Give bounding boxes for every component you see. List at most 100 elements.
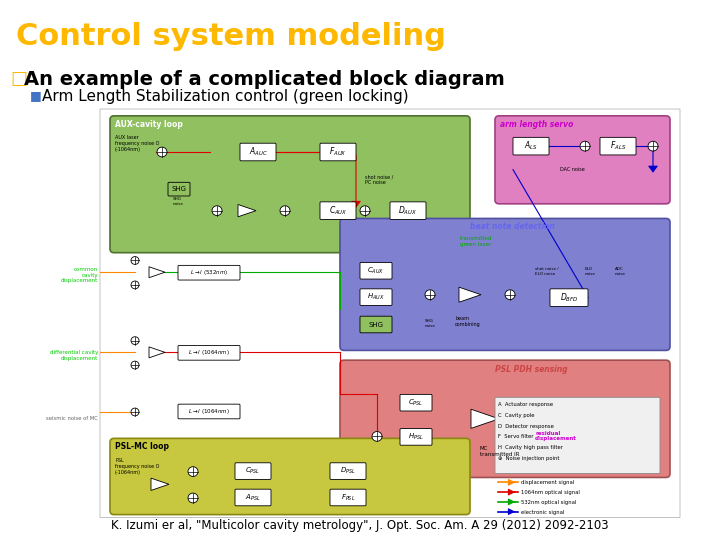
- Text: SHG: SHG: [171, 186, 186, 192]
- FancyBboxPatch shape: [390, 202, 426, 219]
- Text: $A_{LS}$: $A_{LS}$: [524, 140, 538, 152]
- FancyBboxPatch shape: [495, 116, 670, 204]
- Text: An example of a complicated block diagram: An example of a complicated block diagra…: [24, 70, 505, 89]
- Text: PSL PDH sensing: PSL PDH sensing: [495, 365, 567, 374]
- Circle shape: [131, 408, 139, 416]
- Circle shape: [212, 206, 222, 215]
- FancyBboxPatch shape: [178, 404, 240, 419]
- Circle shape: [425, 290, 435, 300]
- Text: SHG: SHG: [369, 321, 384, 327]
- FancyBboxPatch shape: [235, 489, 271, 506]
- Text: $H_{PSL}$: $H_{PSL}$: [408, 432, 424, 442]
- Text: shot noise /
PC noise: shot noise / PC noise: [365, 174, 393, 185]
- Circle shape: [580, 141, 590, 151]
- FancyBboxPatch shape: [340, 219, 670, 350]
- Text: $C_{PSL}$: $C_{PSL}$: [408, 397, 423, 408]
- FancyBboxPatch shape: [495, 397, 660, 474]
- Circle shape: [188, 467, 198, 476]
- Text: residual
displacement: residual displacement: [535, 430, 577, 441]
- Polygon shape: [149, 347, 165, 358]
- Text: MC
transmitted IR: MC transmitted IR: [480, 446, 520, 457]
- Text: differential cavity
displacement: differential cavity displacement: [50, 350, 98, 361]
- Text: common
cavity
displacement: common cavity displacement: [60, 267, 98, 284]
- Text: SHG
noise: SHG noise: [173, 197, 184, 206]
- Text: $C_{AUX}$: $C_{AUX}$: [367, 266, 384, 276]
- FancyBboxPatch shape: [600, 137, 636, 155]
- FancyBboxPatch shape: [340, 360, 670, 477]
- Polygon shape: [471, 409, 499, 428]
- FancyBboxPatch shape: [240, 143, 276, 161]
- Text: ADC
noise: ADC noise: [615, 267, 626, 276]
- Text: $D_{AUX}$: $D_{AUX}$: [398, 205, 418, 217]
- Circle shape: [280, 206, 290, 215]
- FancyBboxPatch shape: [535, 407, 615, 427]
- Text: $D_{BFD}$: $D_{BFD}$: [559, 292, 578, 304]
- FancyBboxPatch shape: [235, 463, 271, 480]
- Text: $H_{AUX}$: $H_{AUX}$: [367, 292, 384, 302]
- FancyBboxPatch shape: [360, 289, 392, 306]
- Text: F  Servo filter: F Servo filter: [498, 435, 534, 440]
- Text: □: □: [10, 70, 27, 88]
- Text: PSL
frequency noise O
(-1064nm): PSL frequency noise O (-1064nm): [115, 458, 159, 475]
- FancyBboxPatch shape: [100, 109, 680, 517]
- Text: $C_{PSL}$: $C_{PSL}$: [246, 466, 261, 476]
- Polygon shape: [151, 478, 169, 490]
- Text: $C_{AUX}$: $C_{AUX}$: [328, 205, 347, 217]
- Circle shape: [131, 337, 139, 345]
- Text: AUX-cavity loop: AUX-cavity loop: [115, 120, 183, 129]
- Text: electronic signal: electronic signal: [521, 510, 564, 515]
- Text: displacement signal: displacement signal: [521, 480, 575, 485]
- FancyBboxPatch shape: [320, 202, 356, 219]
- Text: beat note detection: beat note detection: [470, 222, 554, 231]
- Text: DAC noise: DAC noise: [560, 167, 585, 172]
- Circle shape: [360, 206, 370, 215]
- Text: $A_{AUC}$: $A_{AUC}$: [248, 146, 267, 158]
- Text: transmitted
green laser: transmitted green laser: [460, 236, 492, 247]
- Text: arm length servo: arm length servo: [500, 120, 573, 129]
- Text: $L\rightarrow l\ (1064nm)$: $L\rightarrow l\ (1064nm)$: [188, 348, 230, 357]
- Polygon shape: [459, 287, 481, 302]
- Text: SHG
noise: SHG noise: [425, 319, 436, 328]
- Text: ■: ■: [30, 90, 42, 103]
- FancyBboxPatch shape: [360, 316, 392, 333]
- FancyBboxPatch shape: [400, 429, 432, 445]
- Text: A  Actuator response: A Actuator response: [498, 402, 553, 407]
- Text: $F_{PSL}$: $F_{PSL}$: [341, 492, 355, 503]
- FancyBboxPatch shape: [178, 346, 240, 360]
- FancyBboxPatch shape: [550, 289, 588, 306]
- Text: $D_{PSL}$: $D_{PSL}$: [340, 466, 356, 476]
- Text: Control system modeling: Control system modeling: [16, 22, 446, 51]
- FancyBboxPatch shape: [513, 137, 549, 155]
- FancyBboxPatch shape: [110, 438, 470, 515]
- FancyBboxPatch shape: [330, 489, 366, 506]
- Text: ⊕  Noise injection point: ⊕ Noise injection point: [498, 456, 559, 461]
- Text: ELO
noise: ELO noise: [585, 267, 596, 276]
- Circle shape: [648, 141, 658, 151]
- Circle shape: [131, 256, 139, 265]
- FancyBboxPatch shape: [400, 394, 432, 411]
- Text: beam
combining: beam combining: [455, 316, 481, 327]
- FancyBboxPatch shape: [330, 463, 366, 480]
- Text: $F_{ALS}$: $F_{ALS}$: [610, 140, 626, 152]
- Text: H  Cavity high pass filter: H Cavity high pass filter: [498, 445, 563, 450]
- Text: shot noise /
ELO noise: shot noise / ELO noise: [535, 267, 559, 276]
- Text: Arm Length Stabilization control (green locking): Arm Length Stabilization control (green …: [42, 90, 409, 104]
- Text: $F_{AUX}$: $F_{AUX}$: [329, 146, 347, 158]
- Polygon shape: [238, 205, 256, 217]
- FancyBboxPatch shape: [110, 116, 470, 253]
- Circle shape: [372, 431, 382, 441]
- Polygon shape: [149, 267, 165, 278]
- Text: 532nm optical signal: 532nm optical signal: [521, 500, 577, 505]
- Circle shape: [157, 147, 167, 157]
- Text: $A_{PSL}$: $A_{PSL}$: [246, 492, 261, 503]
- FancyBboxPatch shape: [360, 262, 392, 279]
- Text: PSL-MC loop: PSL-MC loop: [115, 442, 169, 451]
- Circle shape: [188, 493, 198, 503]
- FancyBboxPatch shape: [168, 183, 190, 196]
- Text: K. Izumi er al, "Multicolor cavity metrology", J. Opt. Soc. Am. A 29 (2012) 2092: K. Izumi er al, "Multicolor cavity metro…: [111, 519, 609, 532]
- Text: C  Cavity pole: C Cavity pole: [498, 413, 534, 418]
- Text: D  Detector response: D Detector response: [498, 424, 554, 429]
- Circle shape: [131, 281, 139, 289]
- FancyBboxPatch shape: [178, 265, 240, 280]
- FancyBboxPatch shape: [320, 143, 356, 161]
